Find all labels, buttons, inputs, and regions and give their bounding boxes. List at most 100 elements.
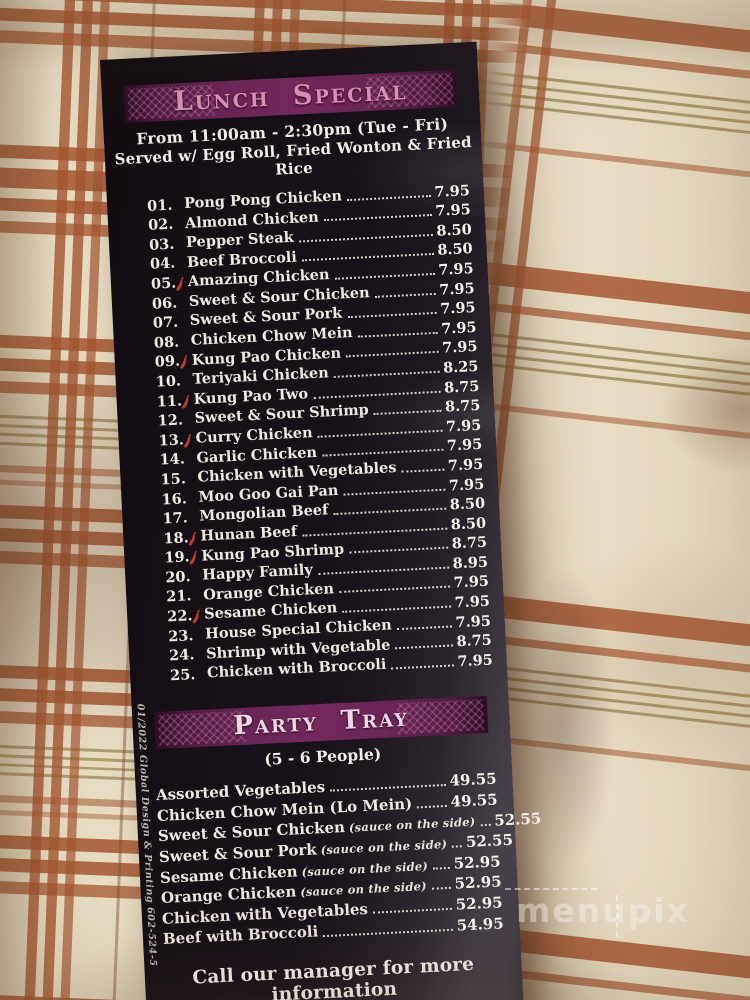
- dot-leader: [391, 664, 454, 670]
- item-price: 8.75: [444, 396, 481, 416]
- item-price: 7.95: [446, 436, 483, 455]
- item-price: 8.50: [450, 514, 487, 534]
- lunch-item-row: 13. Curry Chicken 7.95: [158, 414, 482, 450]
- item-price: 49.55: [449, 769, 498, 791]
- item-price: 52.95: [453, 852, 502, 873]
- menu-card: Lunch Special From 11:00am - 2:30pm (Tue…: [100, 41, 542, 1000]
- lunch-items-list: 01. Pong Pong Chicken 7.95 02. Almond Chicke…: [147, 179, 494, 684]
- dot-leader: [347, 194, 431, 201]
- dot-leader: [373, 907, 452, 914]
- item-price: 8.50: [449, 494, 486, 514]
- item-number: 25.: [169, 665, 196, 685]
- lunch-item-row: 18. Hunan Beef 8.50: [163, 512, 487, 547]
- item-price: 7.95: [447, 455, 484, 475]
- lunch-item-row: 11. Kung Pao Two 8.75: [156, 375, 480, 410]
- item-price: 8.50: [436, 220, 473, 240]
- item-price: 8.75: [443, 377, 480, 397]
- party-items-list: Assorted Vegetables 49.55 Chicken Chow Mei…: [155, 767, 542, 949]
- item-price: 54.95: [456, 913, 505, 935]
- item-price: 49.55: [450, 790, 499, 811]
- item-name: Sesame Chicken: [192, 599, 338, 624]
- item-number: 07.: [152, 313, 179, 332]
- item-price: 8.95: [452, 553, 489, 573]
- lunch-item-row: 19. Kung Pao Shrimp 8.75: [164, 531, 488, 567]
- chili-pepper-icon: [176, 277, 184, 291]
- item-number: 16.: [161, 489, 188, 509]
- item-number: 10.: [155, 372, 182, 391]
- dot-leader: [396, 625, 452, 630]
- chili-pepper-icon: [192, 609, 200, 624]
- lunch-item-row: 22. Sesame Chicken 7.95: [167, 590, 491, 626]
- chili-pepper-icon: [182, 394, 190, 409]
- lunch-special-banner: Lunch Special: [123, 69, 458, 123]
- item-price: 7.95: [439, 299, 476, 318]
- item-price: 8.75: [451, 533, 488, 553]
- dot-leader: [401, 468, 445, 473]
- dot-leader: [346, 351, 439, 358]
- banner-weave-texture: [396, 698, 485, 735]
- lunch-special-title: Lunch Special: [172, 75, 409, 118]
- item-name: Hunan Beef: [188, 523, 297, 546]
- item-number: 08.: [153, 333, 180, 352]
- item-number: 04.: [149, 254, 176, 274]
- dot-leader: [373, 409, 442, 416]
- item-price: 7.95: [448, 475, 485, 494]
- item-price: 52.55: [465, 830, 514, 852]
- item-number: 14.: [159, 450, 186, 469]
- item-name: Amazing Chicken: [176, 266, 330, 291]
- dot-leader: [347, 312, 437, 319]
- dot-leader: [374, 292, 436, 298]
- item-price: 52.55: [493, 808, 542, 830]
- item-name: Kung Pao Chicken: [180, 344, 341, 369]
- item-number: 12.: [157, 411, 184, 430]
- dot-leader: [323, 928, 453, 937]
- footer-note: Call our manager for more information: [191, 953, 475, 1000]
- item-price: 7.95: [435, 201, 472, 220]
- item-number: 24.: [168, 646, 195, 665]
- dot-leader: [395, 644, 453, 650]
- item-price: 7.95: [434, 181, 471, 201]
- item-number: 01.: [146, 196, 173, 215]
- item-price: 7.95: [440, 318, 477, 338]
- chili-pepper-icon: [188, 531, 196, 546]
- chili-pepper-icon: [180, 355, 188, 369]
- item-number: 03.: [148, 235, 175, 254]
- item-price: 7.95: [445, 416, 482, 436]
- item-price: 7.95: [455, 612, 492, 631]
- item-price: 8.50: [436, 240, 474, 260]
- item-number: 23.: [167, 626, 194, 646]
- item-name: Kung Pao Shrimp: [189, 540, 344, 565]
- item-price: 8.75: [456, 631, 493, 651]
- item-price: 7.95: [457, 651, 494, 671]
- item-number: 06.: [151, 294, 178, 313]
- watermark-dash-horizontal: [505, 888, 597, 890]
- dot-leader: [480, 823, 491, 826]
- dot-leader: [433, 866, 450, 870]
- item-number: 21.: [165, 587, 192, 606]
- item-price: 52.95: [455, 893, 504, 914]
- item-price: 7.95: [454, 592, 491, 612]
- dot-leader: [357, 331, 438, 338]
- item-number: 02.: [147, 215, 174, 235]
- item-name: Beef with Broccoli: [162, 922, 319, 949]
- item-price: 7.95: [453, 573, 490, 592]
- dot-leader: [431, 887, 451, 891]
- item-name: Curry Chicken: [184, 424, 313, 448]
- item-price: 7.95: [441, 338, 478, 357]
- chili-pepper-icon: [189, 551, 197, 565]
- item-name: Kung Pao Two: [182, 385, 309, 409]
- dot-leader: [452, 845, 463, 848]
- lunch-item-row: 09. Kung Pao Chicken 7.95: [154, 336, 478, 371]
- item-price: 8.25: [442, 357, 479, 377]
- party-tray-title: Party Tray: [232, 703, 410, 742]
- item-number: 15.: [160, 470, 187, 489]
- item-number: 17.: [162, 509, 189, 528]
- item-price: 7.95: [438, 279, 476, 299]
- chili-pepper-icon: [184, 433, 192, 448]
- item-price: 52.95: [454, 872, 503, 894]
- watermark-dash-vertical: [616, 895, 618, 937]
- item-price: 7.95: [437, 259, 475, 279]
- dot-leader: [417, 804, 447, 809]
- item-number: 20.: [164, 568, 191, 587]
